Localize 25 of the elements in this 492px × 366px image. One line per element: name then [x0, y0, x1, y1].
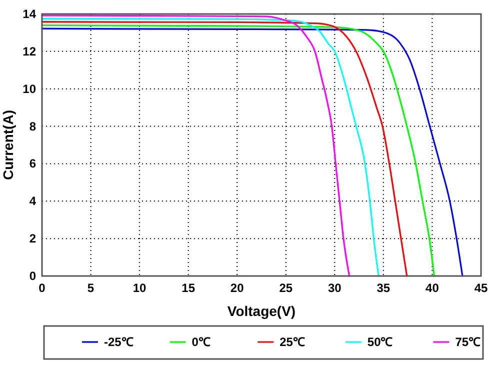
legend-label: 75℃: [455, 335, 481, 349]
y-tick-label: 14: [22, 7, 36, 21]
x-tick-label: 10: [132, 281, 147, 295]
y-tick-label: 10: [22, 82, 36, 96]
y-tick-label: 4: [29, 194, 36, 208]
legend-label: 0℃: [192, 335, 210, 349]
x-tick-label: 5: [87, 281, 94, 295]
y-axis-title: Current(A): [0, 110, 16, 180]
y-tick-label: 0: [29, 269, 36, 283]
x-tick-label: 35: [376, 281, 390, 295]
x-tick-label: 45: [474, 281, 488, 295]
legend-label: -25℃: [104, 335, 134, 349]
y-tick-label: 6: [29, 156, 36, 171]
x-tick-label: 0: [38, 281, 46, 295]
x-tick-label: 25: [279, 281, 293, 295]
legend-label: 25℃: [280, 335, 305, 349]
x-tick-label: 40: [426, 281, 440, 295]
legend-label: 50℃: [367, 335, 393, 349]
x-tick-label: 20: [230, 281, 244, 295]
y-tick-label: 12: [22, 44, 36, 58]
x-tick-label: 30: [328, 281, 342, 295]
y-tick-label: 8: [29, 119, 36, 134]
x-axis-title: Voltage(V): [227, 303, 296, 319]
x-tick-label: 15: [182, 281, 196, 295]
y-tick-label: 2: [29, 232, 36, 246]
